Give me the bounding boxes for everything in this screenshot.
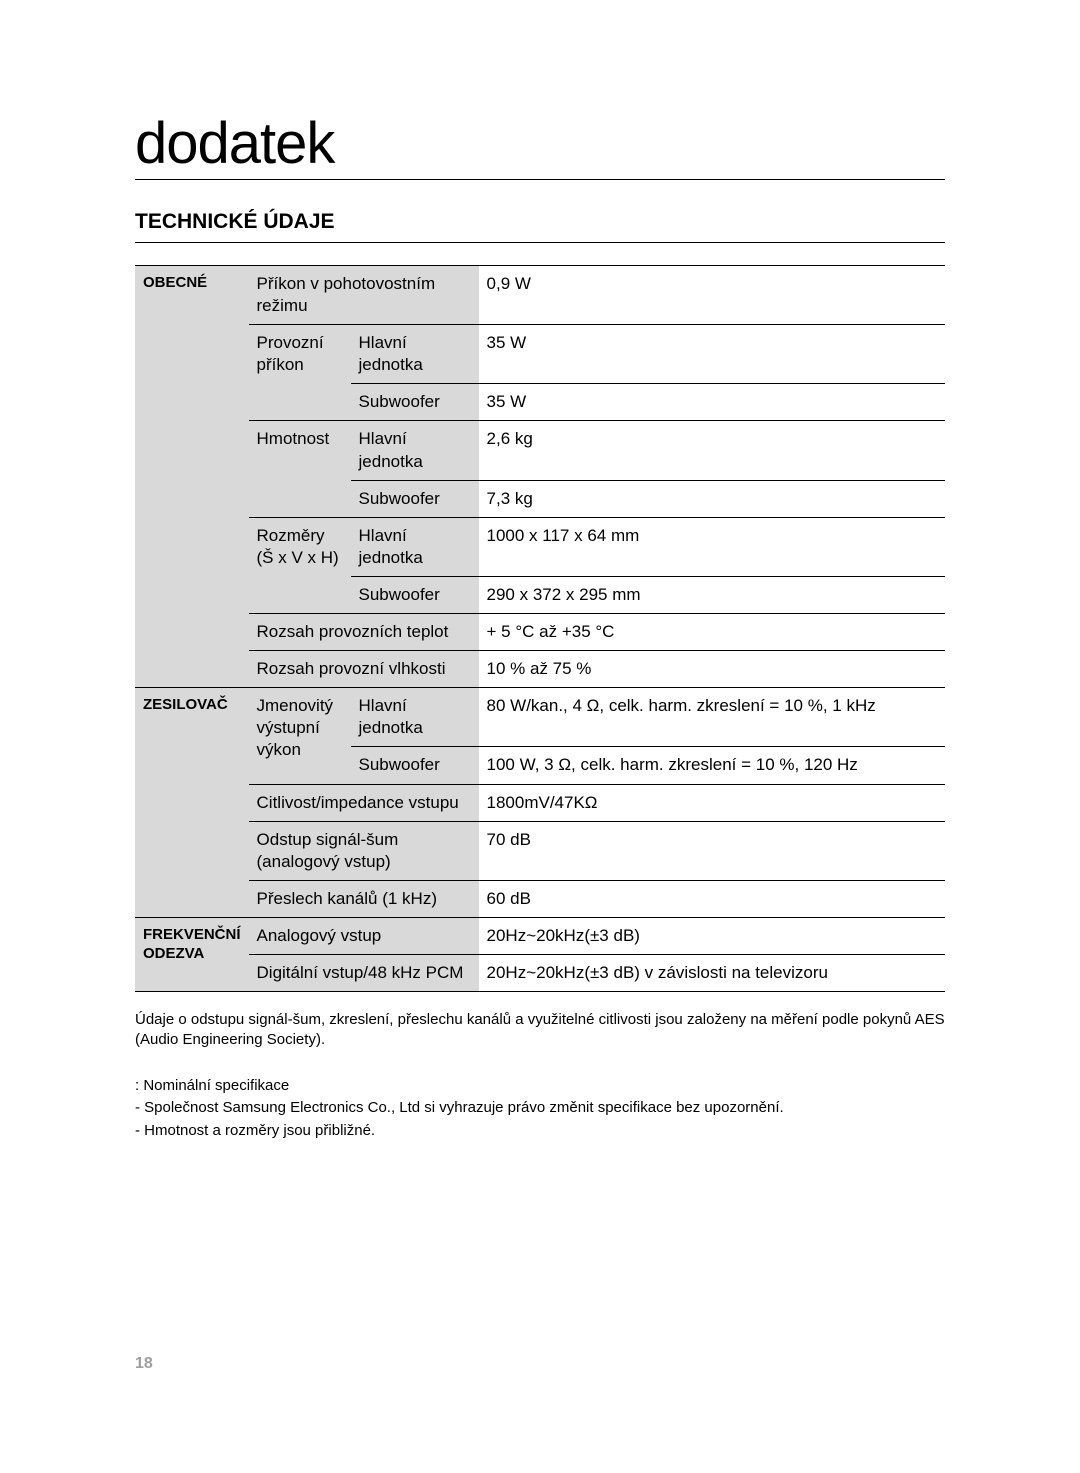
row-value: 100 W, 3 Ω, celk. harm. zkreslení = 10 %… [479, 747, 945, 784]
row-value: 20Hz~20kHz(±3 dB) [479, 917, 945, 954]
row-sublabel: Subwoofer [351, 480, 479, 517]
page-title: dodatek [135, 110, 945, 180]
row-value: 1000 x 117 x 64 mm [479, 517, 945, 576]
row-label: Rozsah provozní vlhkosti [249, 651, 479, 688]
row-value: 70 dB [479, 821, 945, 880]
row-value: 0,9 W [479, 266, 945, 325]
row-sublabel: Hlavní jednotka [351, 688, 479, 747]
row-label: Odstup signál-šum (analogový vstup) [249, 821, 479, 880]
row-value: 35 W [479, 384, 945, 421]
footnote: Údaje o odstupu signál-šum, zkreslení, p… [135, 1010, 945, 1051]
section-heading: TECHNICKÉ ÚDAJE [135, 210, 945, 243]
row-value: 290 x 372 x 295 mm [479, 576, 945, 613]
row-label: Jmenovitý výstupní výkon [249, 688, 351, 784]
row-value: 80 W/kan., 4 Ω, celk. harm. zkreslení = … [479, 688, 945, 747]
row-label: Provozní příkon [249, 325, 351, 421]
row-label: Rozměry (Š x V x H) [249, 517, 351, 613]
page-number: 18 [135, 1355, 153, 1373]
row-sublabel: Subwoofer [351, 747, 479, 784]
note-item: - Společnost Samsung Electronics Co., Lt… [135, 1097, 945, 1120]
row-value: 7,3 kg [479, 480, 945, 517]
footnote-text: Údaje o odstupu signál-šum, zkreslení, p… [135, 1010, 945, 1051]
row-value: + 5 °C až +35 °C [479, 614, 945, 651]
row-label: Analogový vstup [249, 917, 479, 954]
row-label: Přeslech kanálů (1 kHz) [249, 880, 479, 917]
note-item: - Hmotnost a rozměry jsou přibližné. [135, 1120, 945, 1143]
section-zesilovac: ZESILOVAČ [135, 688, 249, 918]
row-sublabel: Hlavní jednotka [351, 421, 479, 480]
row-value: 60 dB [479, 880, 945, 917]
section-obecne: OBECNÉ [135, 266, 249, 688]
row-label: Digitální vstup/48 kHz PCM [249, 954, 479, 991]
row-label: Rozsah provozních teplot [249, 614, 479, 651]
spec-table: OBECNÉ Příkon v pohotovostním režimu 0,9… [135, 265, 945, 992]
note-list: : Nominální specifikace - Společnost Sam… [135, 1075, 945, 1143]
row-sublabel: Subwoofer [351, 384, 479, 421]
row-value: 10 % až 75 % [479, 651, 945, 688]
row-sublabel: Hlavní jednotka [351, 517, 479, 576]
row-sublabel: Subwoofer [351, 576, 479, 613]
row-sublabel: Hlavní jednotka [351, 325, 479, 384]
row-value: 20Hz~20kHz(±3 dB) v závislosti na televi… [479, 954, 945, 991]
note-item: : Nominální specifikace [135, 1075, 945, 1098]
row-value: 35 W [479, 325, 945, 384]
row-label: Citlivost/impedance vstupu [249, 784, 479, 821]
row-value: 2,6 kg [479, 421, 945, 480]
section-freq: FREKVENČNÍ ODEZVA [135, 917, 249, 991]
row-label: Hmotnost [249, 421, 351, 517]
row-label: Příkon v pohotovostním režimu [249, 266, 479, 325]
row-value: 1800mV/47KΩ [479, 784, 945, 821]
